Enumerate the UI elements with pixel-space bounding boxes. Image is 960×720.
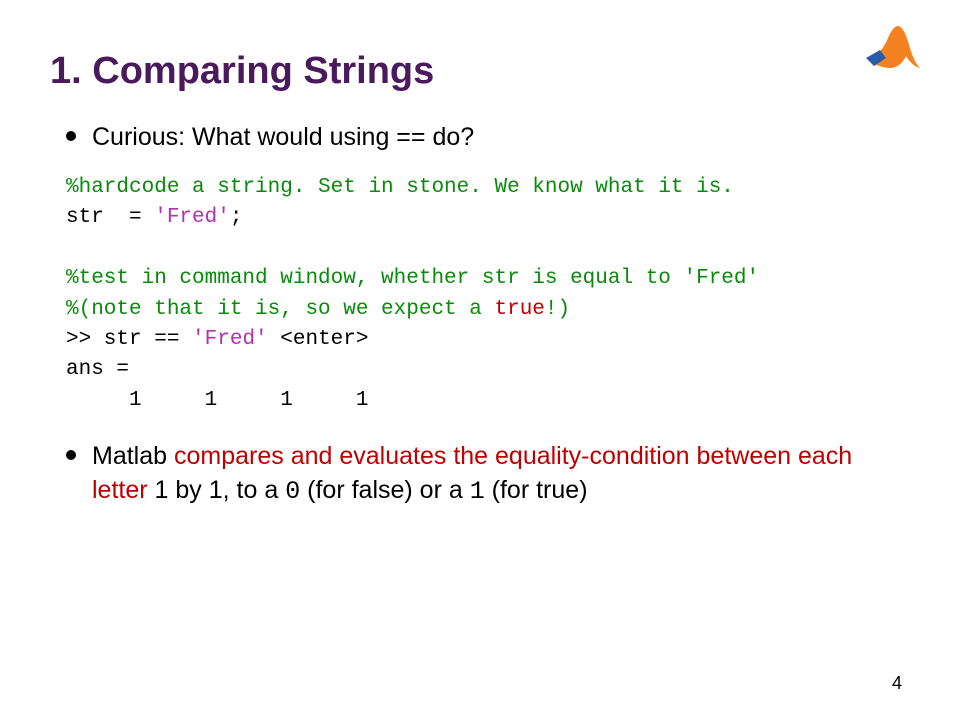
bullet-dot-icon [66,131,76,141]
bullet-text-2: Matlab compares and evaluates the equali… [92,440,910,509]
conclusion-a: Matlab [92,442,174,470]
code-line-7: 1 1 1 1 [66,389,368,412]
code-line-2a: str = [66,206,154,229]
code-comment-4a: %(note that it is, so we expect a [66,298,494,321]
slide-title: 1. Comparing Strings [50,50,910,93]
code-string-2: 'Fred' [154,206,230,229]
page-number: 4 [892,673,902,694]
code-string-5: 'Fred' [192,328,268,351]
code-true-4: true [494,298,544,321]
conclusion-one: 1 [470,477,485,506]
code-comment-4c: !) [545,298,570,321]
conclusion-g: (for true) [485,476,588,504]
bullet-item-2: Matlab compares and evaluates the equali… [66,440,910,509]
conclusion-zero: 0 [285,477,300,506]
conclusion-e: (for false) or a [300,476,470,504]
code-line-5c: <enter> [268,328,369,351]
bullet-text-1: Curious: What would using == do? [92,121,474,155]
code-comment-3: %test in command window, whether str is … [66,267,759,290]
code-line-6: ans = [66,358,129,381]
matlab-logo-icon [860,20,926,76]
code-line-5a: >> str == [66,328,192,351]
bullet-item-1: Curious: What would using == do? [66,121,910,155]
bullet-dot-icon [66,450,76,460]
code-comment-1: %hardcode a string. Set in stone. We kno… [66,176,734,199]
conclusion-c: 1 by 1, to a [148,476,286,504]
code-block: %hardcode a string. Set in stone. We kno… [66,173,910,417]
code-line-2c: ; [230,206,243,229]
